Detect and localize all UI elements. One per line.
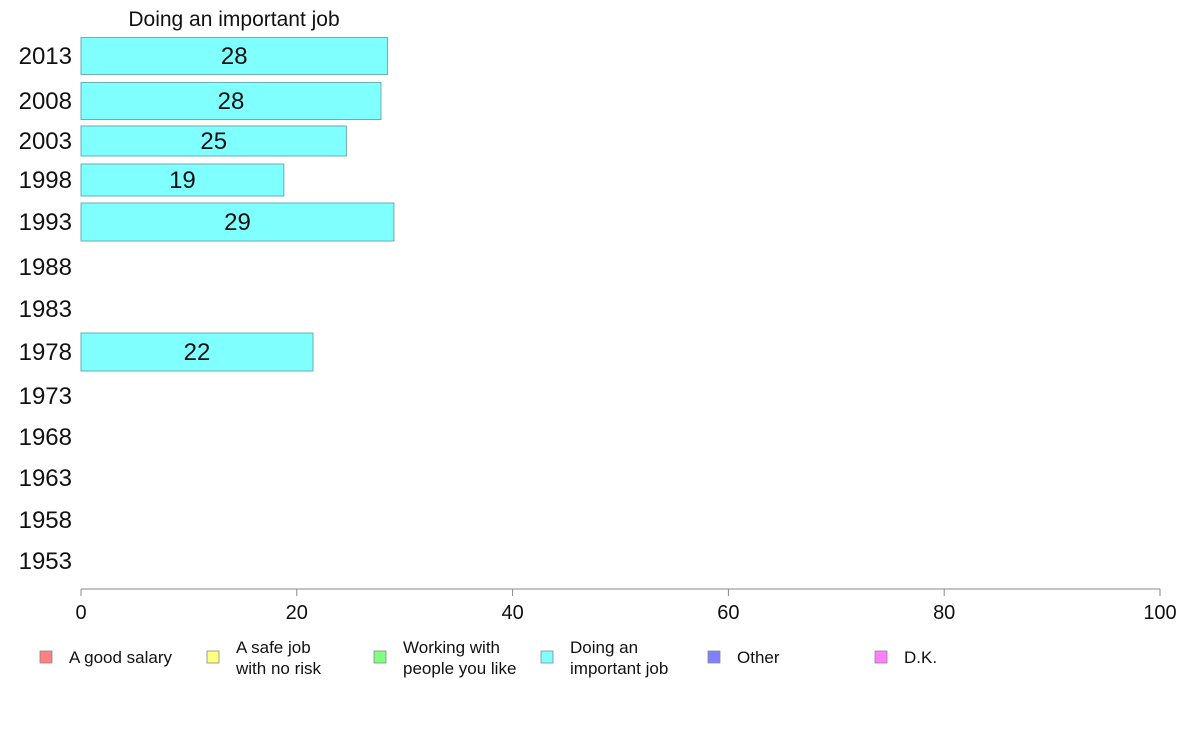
legend-label: Other bbox=[737, 648, 780, 667]
x-tick-label: 20 bbox=[286, 602, 308, 624]
legend-label: A good salary bbox=[69, 648, 173, 667]
bar bbox=[80, 163, 285, 197]
legend-item: Working with people you like bbox=[373, 638, 516, 678]
x-tick-label: 60 bbox=[717, 602, 739, 624]
y-tick-label: 1963 bbox=[19, 465, 72, 492]
bar-value-label: 28 bbox=[221, 43, 248, 70]
legend-label: with no risk bbox=[235, 659, 322, 678]
legend-label: Doing an bbox=[570, 638, 638, 657]
legend-swatch bbox=[206, 650, 220, 664]
y-tick-label: 1978 bbox=[19, 339, 72, 366]
bar bbox=[80, 37, 388, 75]
legend-swatch bbox=[874, 650, 888, 664]
bar-value-label: 19 bbox=[169, 167, 196, 194]
legend-label: Working with bbox=[403, 638, 500, 657]
bar-value-label: 22 bbox=[184, 339, 211, 366]
legend-swatch bbox=[540, 650, 554, 664]
y-tick-label: 1983 bbox=[19, 296, 72, 323]
chart-title: Doing an important job bbox=[128, 8, 339, 31]
y-tick-label: 2013 bbox=[19, 43, 72, 70]
y-tick-label: 1958 bbox=[19, 507, 72, 534]
x-tick-label: 40 bbox=[501, 602, 523, 624]
legend-label: A safe job bbox=[236, 638, 311, 657]
y-axis-labels: 2013 2008 2003 1998 1993 1988 1983 1978 1973 1968… bbox=[19, 43, 72, 575]
bar-value-label: 29 bbox=[224, 209, 251, 236]
legend-item: D.K. bbox=[874, 648, 937, 667]
x-tick-label: 80 bbox=[933, 602, 955, 624]
y-tick-label: 2008 bbox=[19, 88, 72, 115]
bar bbox=[80, 202, 395, 242]
legend-label: important job bbox=[570, 659, 668, 678]
y-tick-label: 1953 bbox=[19, 548, 72, 575]
y-tick-label: 2003 bbox=[19, 128, 72, 155]
bar bbox=[80, 125, 347, 157]
x-axis: 0 20 40 60 80 100 bbox=[75, 588, 1177, 624]
bar-value-label: 25 bbox=[200, 128, 227, 155]
y-tick-label: 1993 bbox=[19, 209, 72, 236]
legend-swatch bbox=[707, 650, 721, 664]
legend-item: A good salary bbox=[39, 648, 173, 667]
y-tick-label: 1973 bbox=[19, 383, 72, 410]
bar-value-label: 28 bbox=[218, 88, 245, 115]
legend-item: A safe job with no risk bbox=[206, 638, 322, 678]
bar bbox=[80, 82, 382, 120]
y-tick-label: 1988 bbox=[19, 254, 72, 281]
x-tick-label: 0 bbox=[75, 602, 86, 624]
bar bbox=[80, 332, 314, 372]
y-tick-label: 1998 bbox=[19, 167, 72, 194]
legend-label: D.K. bbox=[904, 648, 937, 667]
legend-swatch bbox=[39, 650, 53, 664]
legend-item: Other bbox=[707, 648, 780, 667]
x-tick-label: 100 bbox=[1143, 602, 1176, 624]
legend-item: Doing an important job bbox=[540, 638, 668, 678]
legend: A good salary A safe job with no risk Worki… bbox=[39, 638, 937, 678]
y-tick-label: 1968 bbox=[19, 424, 72, 451]
legend-label: people you like bbox=[403, 659, 516, 678]
legend-swatch bbox=[373, 650, 387, 664]
